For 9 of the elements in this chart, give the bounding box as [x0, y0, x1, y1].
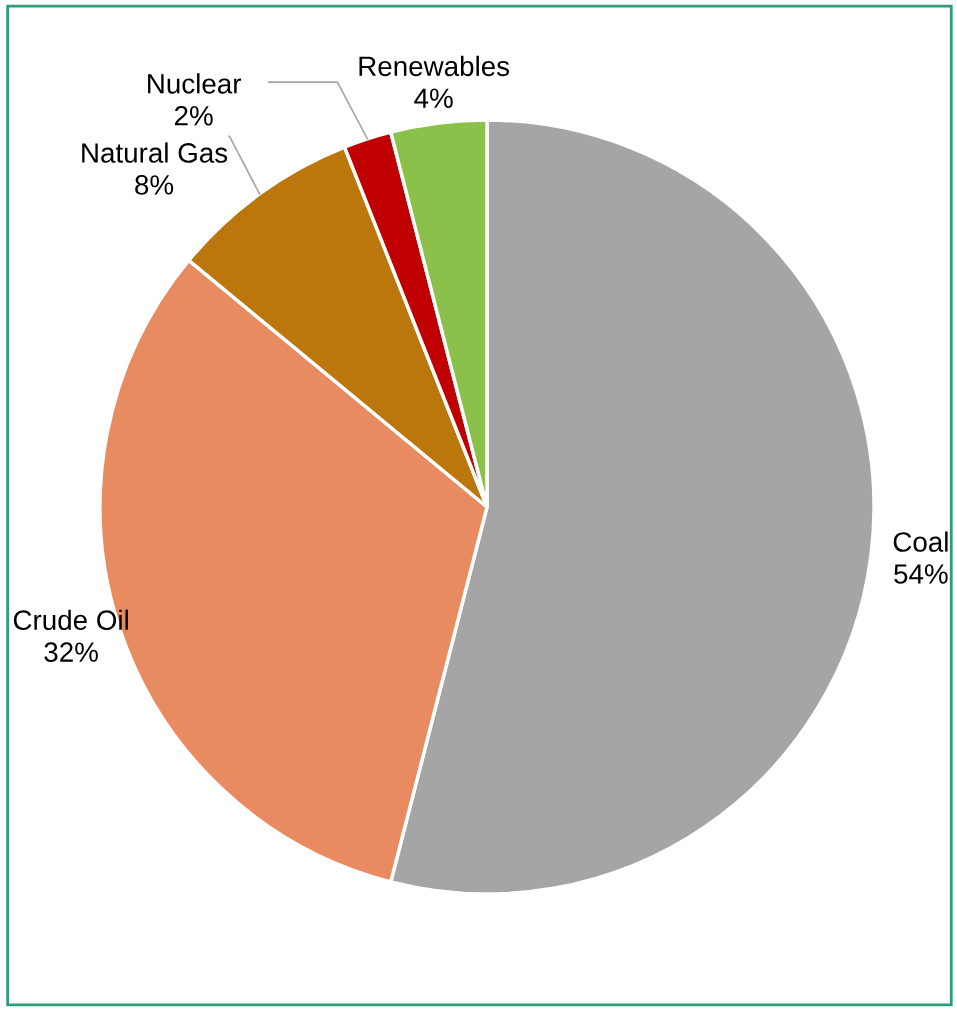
- slice-label: Coal: [893, 531, 948, 552]
- data-label: 4%: [414, 88, 453, 108]
- data-label: 32%: [44, 642, 98, 662]
- slice-label: Nuclear: [148, 73, 242, 94]
- slice-label: Natural Gas: [82, 142, 228, 163]
- slice-label: Renewables: [359, 55, 510, 77]
- data-label: 2%: [174, 105, 213, 126]
- data-label: 54%: [894, 564, 948, 584]
- data-label: 8%: [135, 175, 174, 195]
